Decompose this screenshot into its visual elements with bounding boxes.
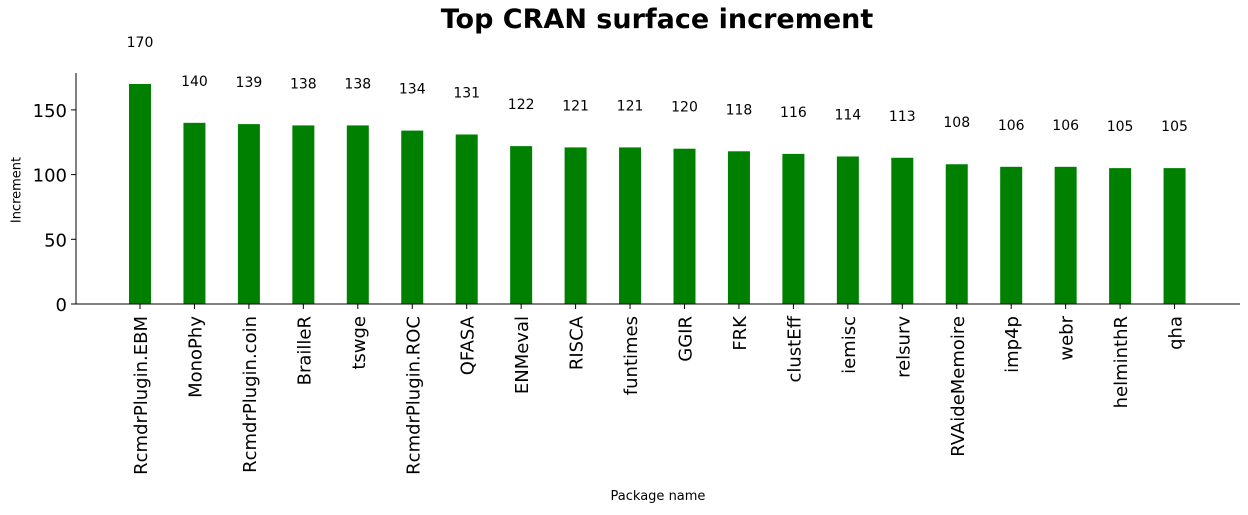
bar bbox=[1163, 168, 1186, 304]
data-label: 106 bbox=[998, 118, 1025, 134]
data-label: 138 bbox=[290, 76, 317, 92]
data-label: 170 bbox=[127, 35, 154, 51]
data-label: 121 bbox=[562, 98, 589, 114]
bar bbox=[836, 156, 859, 304]
bar bbox=[129, 84, 151, 304]
x-tick-label: RcmdrPlugin.coin bbox=[240, 316, 261, 473]
x-axis-label: Package name bbox=[610, 489, 706, 504]
bar bbox=[455, 134, 478, 304]
data-label: 122 bbox=[508, 97, 535, 113]
bar bbox=[945, 164, 968, 304]
bar bbox=[1109, 168, 1132, 304]
x-tick-label: iemisc bbox=[839, 316, 860, 374]
x-tick-label: webr bbox=[1057, 315, 1078, 360]
data-label: 113 bbox=[889, 109, 916, 125]
data-label: 118 bbox=[726, 102, 753, 118]
data-label: 105 bbox=[1161, 119, 1188, 135]
x-tick-label: RISCA bbox=[567, 315, 588, 370]
x-tick-label: ENMeval bbox=[512, 316, 533, 394]
bar bbox=[673, 148, 696, 304]
data-label: 138 bbox=[344, 76, 371, 92]
data-label: 121 bbox=[617, 98, 644, 114]
x-tick-label: RcmdrPlugin.ROC bbox=[403, 316, 424, 475]
x-tick-label: FRK bbox=[730, 315, 751, 351]
data-label: 140 bbox=[181, 74, 208, 90]
data-label: 108 bbox=[943, 115, 970, 131]
data-label: 139 bbox=[236, 75, 263, 91]
bar bbox=[1000, 166, 1023, 304]
data-label: 114 bbox=[834, 107, 861, 123]
x-tick-label: qha bbox=[1166, 316, 1187, 350]
bar bbox=[1054, 166, 1077, 304]
bar bbox=[619, 147, 642, 304]
bar bbox=[782, 153, 805, 304]
y-tick-label: 100 bbox=[33, 166, 67, 187]
bar bbox=[183, 122, 206, 304]
y-axis: 0 50 100 150 bbox=[33, 73, 77, 316]
y-tick-label: 150 bbox=[33, 101, 67, 122]
y-tick-label: 50 bbox=[44, 230, 67, 251]
x-tick-label: helminthR bbox=[1111, 316, 1132, 408]
x-tick-label: BrailleR bbox=[294, 316, 315, 385]
bar bbox=[346, 125, 369, 304]
bar bbox=[237, 124, 260, 304]
x-tick-label: RcmdrPlugin.EBM bbox=[131, 316, 152, 475]
chart-title: Top CRAN surface increment bbox=[440, 4, 874, 35]
bar bbox=[510, 146, 533, 304]
bar bbox=[292, 125, 315, 304]
data-label: 134 bbox=[399, 82, 426, 98]
x-tick-label: GGIR bbox=[676, 316, 697, 362]
bar bbox=[564, 147, 587, 304]
data-label: 131 bbox=[453, 85, 480, 101]
bar bbox=[727, 151, 750, 304]
data-label: 116 bbox=[780, 105, 807, 121]
x-tick-label: QFASA bbox=[458, 315, 479, 375]
data-label: 106 bbox=[1052, 118, 1079, 134]
bar bbox=[401, 130, 424, 304]
data-label: 120 bbox=[671, 100, 698, 116]
data-label: 105 bbox=[1107, 119, 1134, 135]
x-axis: RcmdrPlugin.EBM MonoPhy RcmdrPlugin.coin Br… bbox=[76, 303, 1240, 475]
x-tick-label: relsurv bbox=[893, 316, 914, 378]
x-tick-label: clustEff bbox=[784, 315, 805, 382]
y-tick-label: 0 bbox=[56, 295, 67, 316]
bar bbox=[891, 157, 914, 304]
data-labels: 170 140 139 138 138 134 131 122 121 121 120 118 116 1… bbox=[127, 35, 1188, 135]
bar-series bbox=[129, 84, 1186, 304]
x-tick-label: tswge bbox=[349, 316, 370, 370]
x-tick-label: imp4p bbox=[1002, 316, 1023, 373]
x-tick-label: funtimes bbox=[621, 316, 642, 395]
x-tick-label: RVAideMemoire bbox=[948, 316, 969, 457]
x-tick-label: MonoPhy bbox=[185, 316, 206, 398]
